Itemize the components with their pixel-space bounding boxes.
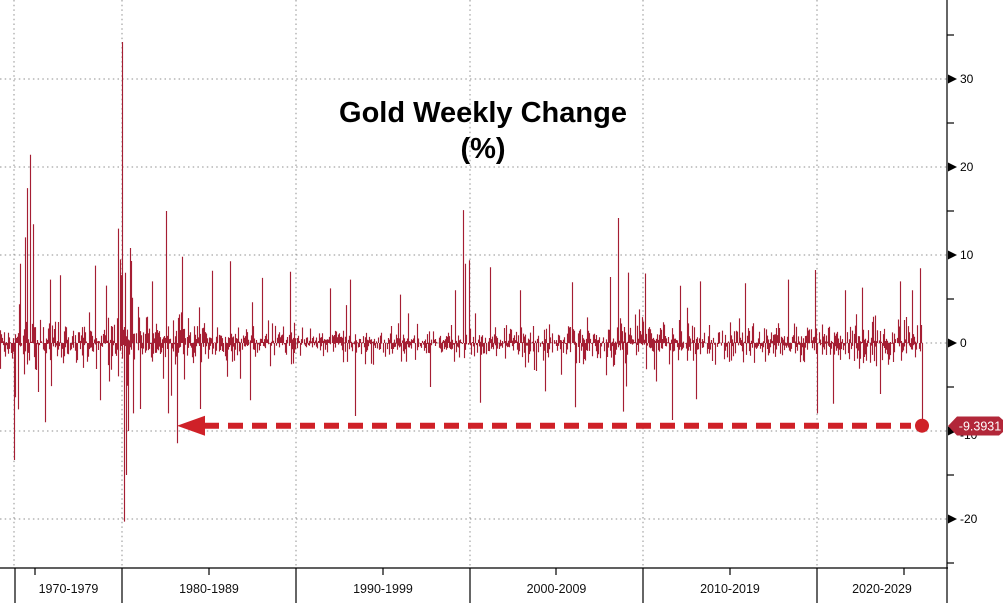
bars-series xyxy=(0,42,924,522)
decade-label: 1990-1999 xyxy=(353,582,413,596)
value-badge-shape xyxy=(948,416,1003,436)
axes-and-ticks: 3020100-10-201970-19791980-19891990-1999… xyxy=(0,0,978,603)
y-tick-label: 20 xyxy=(960,160,974,174)
y-tick-label: -20 xyxy=(960,512,978,526)
y-tick-arrow-icon xyxy=(948,338,957,348)
y-tick-arrow-icon xyxy=(948,162,957,172)
y-tick-label: 10 xyxy=(960,248,974,262)
gridlines xyxy=(0,0,947,568)
y-tick-label: 30 xyxy=(960,72,974,86)
chart-subtitle: (%) xyxy=(460,133,505,165)
y-tick-arrow-icon xyxy=(948,74,957,84)
decade-label: 2010-2019 xyxy=(700,582,760,596)
last-point-dot xyxy=(915,418,929,433)
decade-label: 2000-2009 xyxy=(527,582,587,596)
annotation-arrowhead-icon xyxy=(177,415,205,436)
y-tick-arrow-icon xyxy=(948,250,957,260)
value-badge: -9.3931 xyxy=(948,416,1003,436)
chart-title: Gold Weekly Change xyxy=(339,97,627,129)
y-tick-label: 0 xyxy=(960,336,967,350)
decade-label: 1980-1989 xyxy=(179,582,239,596)
value-badge-label: -9.3931 xyxy=(959,420,1001,434)
decade-label: 1970-1979 xyxy=(39,582,99,596)
y-tick-arrow-icon xyxy=(948,426,957,436)
y-tick-arrow-icon xyxy=(948,514,957,524)
decade-label: 2020-2029 xyxy=(852,582,912,596)
weekly-change-bars xyxy=(0,42,924,522)
annotation-arrow-group xyxy=(177,415,929,436)
